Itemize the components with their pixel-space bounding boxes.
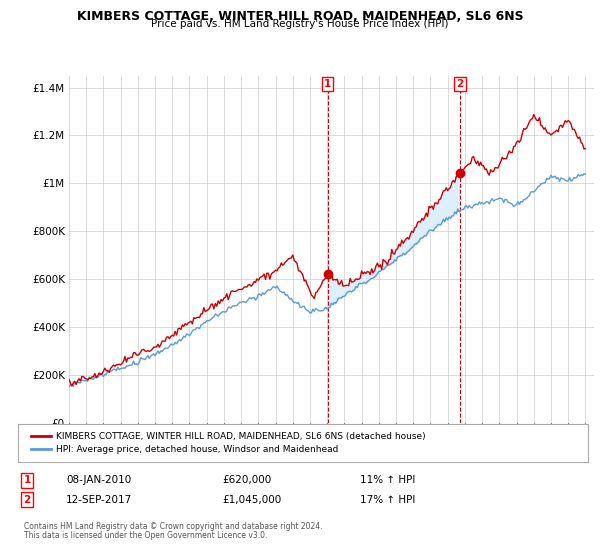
Text: 2: 2: [23, 494, 31, 505]
Text: 2: 2: [456, 80, 464, 89]
Text: 1: 1: [23, 475, 31, 486]
Text: Contains HM Land Registry data © Crown copyright and database right 2024.: Contains HM Land Registry data © Crown c…: [24, 522, 323, 531]
Text: 11% ↑ HPI: 11% ↑ HPI: [360, 475, 415, 486]
Text: £1,045,000: £1,045,000: [222, 494, 281, 505]
Text: £620,000: £620,000: [222, 475, 271, 486]
Text: 12-SEP-2017: 12-SEP-2017: [66, 494, 132, 505]
Text: 08-JAN-2010: 08-JAN-2010: [66, 475, 131, 486]
Legend: KIMBERS COTTAGE, WINTER HILL ROAD, MAIDENHEAD, SL6 6NS (detached house), HPI: Av: KIMBERS COTTAGE, WINTER HILL ROAD, MAIDE…: [27, 428, 429, 458]
Text: KIMBERS COTTAGE, WINTER HILL ROAD, MAIDENHEAD, SL6 6NS: KIMBERS COTTAGE, WINTER HILL ROAD, MAIDE…: [77, 10, 523, 23]
Text: 17% ↑ HPI: 17% ↑ HPI: [360, 494, 415, 505]
Text: Price paid vs. HM Land Registry's House Price Index (HPI): Price paid vs. HM Land Registry's House …: [151, 19, 449, 29]
Text: 1: 1: [324, 80, 331, 89]
Text: This data is licensed under the Open Government Licence v3.0.: This data is licensed under the Open Gov…: [24, 531, 268, 540]
